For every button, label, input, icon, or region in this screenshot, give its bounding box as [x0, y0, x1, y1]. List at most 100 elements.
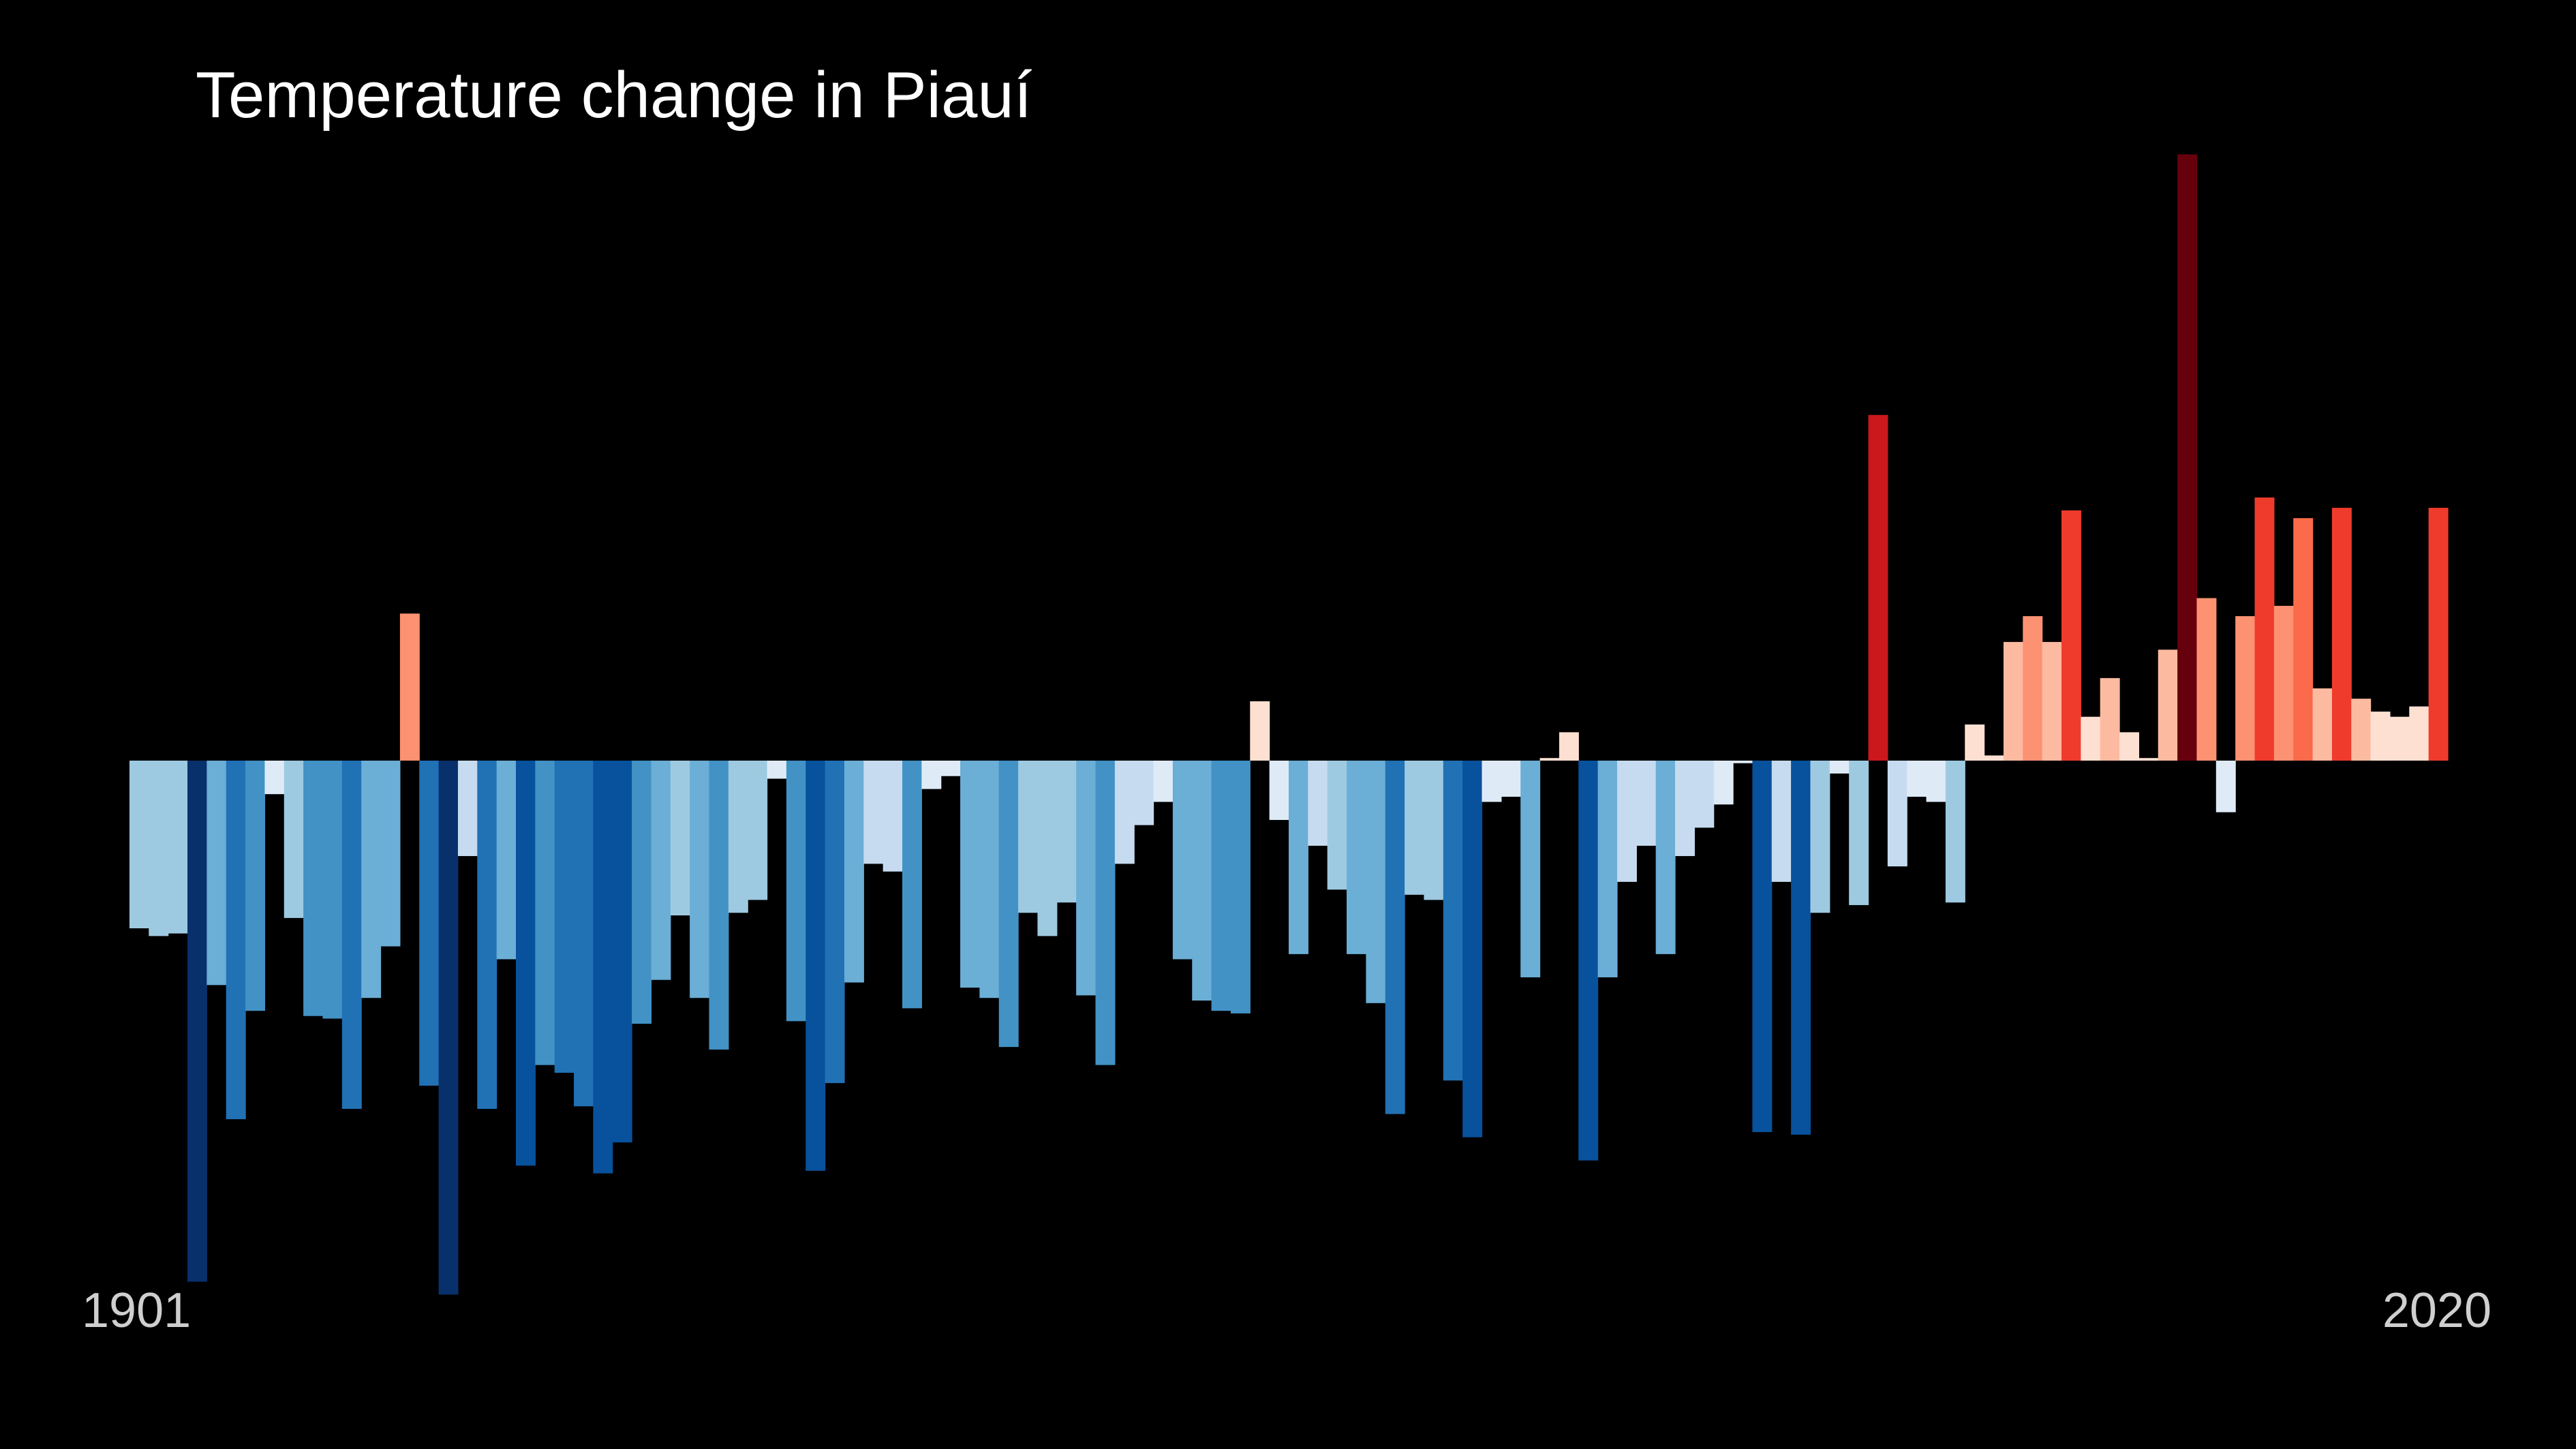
bar-2016	[2351, 699, 2372, 761]
bar-1969	[1443, 761, 1463, 1081]
bar-2004	[2119, 732, 2139, 761]
bar-1943	[940, 761, 961, 776]
bar-1966	[1385, 761, 1405, 1114]
bar-1978	[1616, 761, 1637, 882]
bar-1914	[380, 761, 401, 947]
bar-1972	[1501, 761, 1521, 797]
bar-2020	[2428, 508, 2449, 761]
bar-1925	[593, 761, 613, 1174]
bar-1985	[1752, 761, 1773, 1133]
bar-1950	[1076, 761, 1097, 996]
bar-2003	[2100, 677, 2120, 761]
bar-2008	[2196, 598, 2217, 761]
bar-1991	[1868, 414, 1888, 761]
bar-2006	[2158, 650, 2178, 761]
bar-1920	[496, 761, 517, 960]
bar-1968	[1424, 761, 1444, 900]
bar-1910	[303, 761, 324, 1016]
bar-1941	[902, 761, 922, 1009]
bar-2015	[2331, 508, 2352, 761]
bar-2009	[2215, 761, 2236, 812]
bar-1953	[1134, 761, 1154, 825]
bar-1986	[1771, 761, 1792, 882]
bar-1948	[1037, 761, 1058, 936]
bar-1980	[1655, 761, 1676, 954]
bar-2005	[2138, 758, 2159, 761]
bar-1929	[670, 761, 690, 916]
bar-1923	[554, 761, 574, 1073]
bar-2007	[2177, 154, 2198, 761]
bar-2012	[2273, 605, 2294, 761]
bar-1998	[2003, 641, 2023, 761]
bar-1997	[1984, 755, 2004, 761]
bar-1921	[516, 761, 536, 1166]
bar-1946	[998, 761, 1019, 1048]
bar-2013	[2293, 518, 2314, 761]
bar-1938	[844, 761, 864, 983]
bar-1939	[863, 761, 884, 864]
bar-1987	[1791, 761, 1811, 1135]
bar-1996	[1965, 724, 1985, 761]
bar-1932	[728, 761, 748, 913]
bar-1962	[1308, 761, 1328, 846]
bar-2001	[2061, 510, 2081, 761]
bar-1927	[632, 761, 652, 1024]
bar-2002	[2081, 716, 2101, 761]
bar-1924	[574, 761, 594, 1107]
bars-group	[129, 154, 2449, 1295]
bar-1909	[283, 761, 304, 918]
bar-1944	[960, 761, 980, 988]
bar-1905	[206, 761, 227, 986]
x-axis-start-label: 1901	[82, 1283, 191, 1338]
bar-1982	[1694, 761, 1715, 828]
bar-1959	[1250, 701, 1270, 761]
bar-1965	[1366, 761, 1386, 1003]
bar-1967	[1405, 761, 1425, 895]
bar-2018	[2389, 716, 2410, 761]
bar-1915	[399, 613, 420, 761]
bar-1963	[1327, 761, 1347, 890]
bar-1908	[264, 761, 285, 795]
bar-1961	[1289, 761, 1308, 954]
bar-1958	[1230, 761, 1251, 1013]
bar-2000	[2042, 641, 2062, 761]
bar-1947	[1018, 761, 1039, 913]
bar-1926	[612, 761, 632, 1143]
bar-1934	[767, 761, 787, 779]
bar-1951	[1095, 761, 1116, 1065]
bar-1903	[168, 761, 188, 934]
bar-1993	[1907, 761, 1927, 797]
bar-1952	[1114, 761, 1135, 864]
bar-1937	[825, 761, 845, 1084]
bar-1922	[535, 761, 555, 1065]
bar-1954	[1153, 761, 1174, 802]
bar-1931	[709, 761, 729, 1050]
bar-1933	[748, 761, 768, 900]
bar-1994	[1926, 761, 1946, 802]
bar-1901	[129, 761, 149, 929]
bar-1942	[921, 761, 942, 789]
bar-1913	[361, 761, 382, 998]
bar-1949	[1056, 761, 1077, 903]
bar-1928	[651, 761, 671, 980]
bar-2010	[2235, 616, 2256, 761]
bar-2019	[2409, 706, 2429, 761]
bar-1907	[245, 761, 266, 1011]
bar-1979	[1636, 761, 1657, 846]
bar-1960	[1269, 761, 1289, 821]
bar-1970	[1462, 761, 1483, 1138]
bar-1964	[1347, 761, 1366, 954]
bar-1977	[1597, 761, 1618, 977]
bar-1904	[187, 761, 207, 1282]
bar-1989	[1829, 761, 1850, 774]
bar-1955	[1172, 761, 1193, 960]
bar-1935	[786, 761, 806, 1022]
chart-title: Temperature change in Piauí	[196, 59, 1032, 132]
bar-2017	[2370, 712, 2391, 761]
bar-1912	[341, 761, 362, 1109]
bar-2014	[2312, 688, 2333, 761]
bar-1990	[1849, 761, 1869, 905]
bar-1999	[2023, 616, 2043, 761]
bar-1957	[1211, 761, 1231, 1011]
